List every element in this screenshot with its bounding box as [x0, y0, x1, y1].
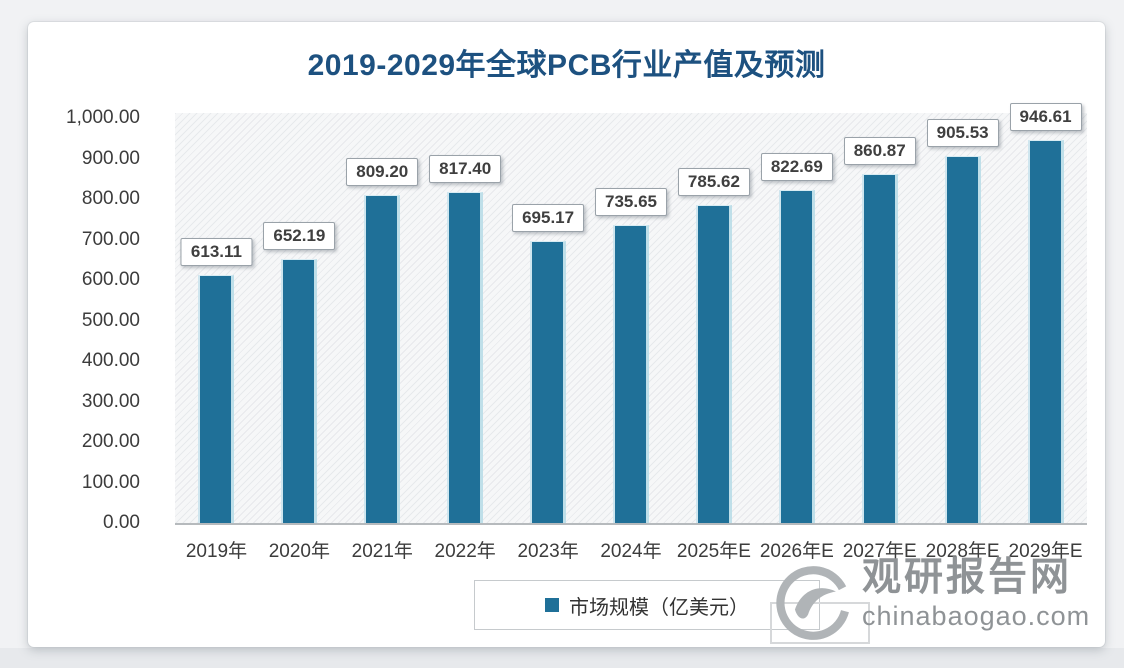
- bar-value-label: 809.20: [346, 158, 419, 187]
- watermark-site-url: chinabaogao.com: [862, 601, 1091, 631]
- y-tick-label: 500.00: [81, 309, 140, 331]
- x-tick-label: 2026年E: [759, 541, 834, 562]
- bar-value-label: 735.65: [595, 188, 667, 217]
- bar-2024年: [613, 225, 649, 523]
- guanyan-swirl-logo-icon: [776, 566, 849, 640]
- y-tick-label: 300.00: [81, 390, 140, 412]
- bar-value-label: 817.40: [429, 154, 502, 183]
- bar-value-label: 695.17: [512, 204, 585, 233]
- bar-2022年: [447, 191, 484, 523]
- x-tick-label: 2029年E: [1008, 541, 1083, 562]
- bar-value-label: 613.11: [180, 237, 252, 266]
- watermark-frame: [770, 602, 870, 644]
- bar-2027年E: [861, 174, 898, 523]
- bar-value-label: 946.61: [1009, 102, 1082, 131]
- bar-2028年E: [944, 156, 981, 523]
- plot-area: 613.11 652.19 809.20 817.40 695.17 735.65 785.…: [175, 102, 1087, 525]
- watermark: 观研报告网 chinabaogao.com: [766, 556, 1102, 656]
- page-bottom-strip: [0, 648, 1124, 668]
- y-tick-label: 400.00: [81, 350, 140, 371]
- legend-label: 市场规模（亿美元）: [569, 596, 749, 619]
- x-tick-label: 2020年: [268, 541, 330, 562]
- chart-card: 2019-2029年全球PCB行业产值及预测 1,000.00 900.00 800…: [28, 22, 1105, 647]
- x-tick-label: 2021年: [351, 541, 413, 562]
- y-tick-label: 700.00: [81, 228, 140, 250]
- y-tick-label: 800.00: [81, 188, 140, 209]
- y-tick-label: 900.00: [81, 147, 140, 169]
- bar-2020年: [281, 258, 318, 523]
- y-axis: 1,000.00 900.00 800.00 700.00 600.00 500.00 40…: [28, 22, 140, 647]
- legend-square-marker-icon: [545, 598, 559, 612]
- watermark-text: 观研报告网 chinabaogao.com: [862, 556, 1102, 631]
- x-tick-label: 2027年E: [842, 541, 917, 562]
- bar-value-label: 905.53: [926, 119, 999, 148]
- legend: 市场规模（亿美元）: [474, 580, 820, 630]
- bar-value-label: 822.69: [760, 152, 833, 181]
- bar-2026年E: [778, 189, 815, 523]
- watermark-site-name: 观研报告网: [862, 556, 1073, 599]
- bar-value-label: 785.62: [677, 167, 750, 196]
- x-tick-label: 2024年: [600, 541, 662, 562]
- y-tick-label: 600.00: [81, 269, 140, 290]
- x-tick-label: 2023年: [517, 541, 579, 562]
- chart-title: 2019-2029年全球PCB行业产值及预测: [307, 49, 826, 82]
- x-tick-label: 2025年E: [676, 541, 751, 562]
- y-tick-label: 1,000.00: [66, 107, 140, 128]
- bar-value-label: 860.87: [843, 137, 916, 166]
- x-axis: 2019年 2020年 2021年 2022年 2023年 2024年 2025年E 2026…: [175, 536, 1087, 562]
- x-tick-label: 2022年: [434, 541, 496, 562]
- bar-value-label: 652.19: [263, 221, 336, 250]
- bar-2025年E: [695, 204, 732, 523]
- bar-2023年: [530, 241, 567, 523]
- bar-2029年E: [1027, 139, 1064, 523]
- y-tick-label: 0.00: [103, 512, 140, 533]
- bar-2019年: [198, 274, 235, 523]
- x-tick-label: 2019年: [185, 541, 248, 562]
- y-tick-label: 100.00: [81, 471, 140, 493]
- bar-2021年: [364, 195, 401, 523]
- x-tick-label: 2028年E: [925, 541, 1000, 562]
- y-tick-label: 200.00: [81, 431, 140, 452]
